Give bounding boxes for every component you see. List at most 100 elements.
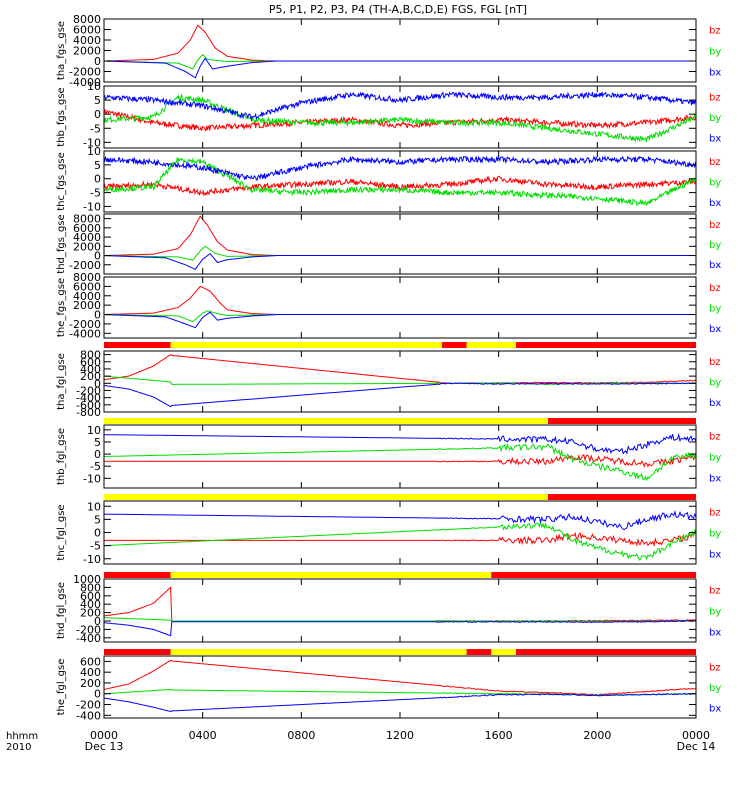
ytick-label-the_fgl_gse--200: -200 — [76, 699, 101, 712]
legend-tha_fgs_gse-bz: bz — [709, 26, 721, 37]
xtick-label-8: 0800 — [287, 729, 315, 742]
legend-the_fgs_gse-bz: bz — [709, 283, 721, 294]
ylabel-thd_fgl_gse: thd_fgl_gse — [56, 582, 67, 639]
ytick-label-the_fgs_gse--2000: -2000 — [69, 318, 101, 331]
series-line-tha_fgs_gse-by — [104, 53, 696, 70]
series-line-the_fgs_gse-by — [103, 310, 696, 323]
ytick-label-tha_fgl_gse-400: 400 — [80, 363, 101, 376]
series-line-the_fgs_gse-bx — [103, 311, 696, 329]
ytick-label-tha_fgs_gse--4000: -4000 — [69, 76, 101, 89]
legend-thb_fgs_gse-bx: bx — [709, 134, 721, 145]
series-line-thc_fgs_gse-bz — [103, 175, 697, 197]
panel-frame-thd_fgl_gse — [103, 578, 697, 643]
series-line-thb_fgs_gse-by — [103, 93, 697, 143]
ytick-label-the_fgl_gse-600: 600 — [80, 655, 101, 668]
ytick-label-thb_fgl_gse--5: -5 — [90, 460, 101, 473]
legend-thc_fgl_gse-bz: bz — [709, 508, 721, 519]
ytick-label-the_fgs_gse--4000: -4000 — [69, 327, 101, 340]
ytick-label-thd_fgs_gse-6000: 6000 — [73, 222, 101, 235]
ytick-label-tha_fgl_gse--600: -600 — [76, 399, 101, 412]
legend-tha_fgl_gse-bz: bz — [709, 357, 721, 368]
series-line-tha_fgl_gse-by — [103, 375, 697, 386]
mode-bar-tha_fgl_gse-seg-4 — [515, 342, 696, 348]
mode-bar-thb_fgl_gse-seg-1 — [548, 418, 696, 424]
legend-thc_fgl_gse-bx: bx — [709, 550, 721, 561]
ytick-label-thb_fgl_gse-0: 0 — [94, 448, 101, 461]
panel-frame-thc_fgl_gse — [103, 500, 697, 565]
legend-the_fgl_gse-by: by — [709, 683, 721, 694]
series-line-tha_fgs_gse-bx — [104, 57, 696, 79]
legend-thd_fgs_gse-bz: bz — [709, 220, 721, 231]
mode-bar-tha_fgl_gse-seg-1 — [170, 342, 442, 348]
ytick-label-thb_fgs_gse--10: -10 — [83, 136, 101, 149]
series-line-thd_fgl_gse-bx — [103, 620, 697, 637]
ytick-label-thd_fgs_gse--2000: -2000 — [69, 259, 101, 272]
ytick-label-thc_fgl_gse--5: -5 — [90, 540, 101, 553]
xtick-label-24: 0000 — [682, 729, 710, 742]
ylabel-thd_fgs_gse: thd_fgs_gse — [56, 214, 67, 273]
series-line-the_fgl_gse-bx — [103, 692, 697, 713]
legend-thc_fgl_gse-by: by — [709, 529, 721, 540]
mode-bar-tha_fgl_gse-seg-2 — [441, 342, 467, 348]
ytick-label-tha_fgl_gse-0: 0 — [94, 377, 101, 390]
ytick-label-tha_fgs_gse-2000: 2000 — [73, 45, 101, 58]
series-line-thd_fgs_gse-by — [103, 245, 696, 261]
ytick-label-the_fgl_gse-0: 0 — [94, 688, 101, 701]
xtick-label-16: 1600 — [485, 729, 513, 742]
legend-thb_fgl_gse-bx: bx — [709, 474, 721, 485]
ytick-label-thd_fgl_gse--400: -400 — [76, 632, 101, 645]
legend-thc_fgs_gse-bx: bx — [709, 198, 721, 209]
ytick-label-thd_fgl_gse-400: 400 — [80, 598, 101, 611]
mode-bar-thd_fgl_gse-seg-2 — [491, 572, 696, 578]
series-line-thb_fgl_gse-bx — [104, 432, 697, 455]
ytick-label-thb_fgs_gse-5: 5 — [94, 94, 101, 107]
panel-frame-the_fgs_gse — [103, 276, 697, 339]
xtick-label-12: 1200 — [386, 729, 414, 742]
ytick-label-thc_fgs_gse-10: 10 — [87, 145, 101, 158]
ytick-label-tha_fgs_gse-6000: 6000 — [73, 24, 101, 37]
ytick-label-tha_fgs_gse-4000: 4000 — [73, 34, 101, 47]
ytick-label-thc_fgl_gse-5: 5 — [94, 513, 101, 526]
ytick-label-thc_fgl_gse--10: -10 — [83, 553, 101, 566]
ytick-label-thd_fgl_gse-1000: 1000 — [73, 573, 101, 586]
series-line-thd_fgl_gse-bz — [103, 586, 697, 623]
legend-thb_fgl_gse-bz: bz — [709, 432, 721, 443]
ytick-label-thb_fgl_gse-5: 5 — [94, 436, 101, 449]
legend-thb_fgs_gse-bz: bz — [709, 92, 721, 103]
legend-tha_fgs_gse-bx: bx — [709, 68, 721, 79]
legend-thd_fgl_gse-by: by — [709, 607, 721, 618]
series-line-thd_fgs_gse-bx — [103, 253, 696, 271]
xtick-label-0: 0000 — [90, 729, 118, 742]
ylabel-thb_fgl_gse: thb_fgl_gse — [56, 428, 67, 485]
series-line-thd_fgs_gse-bz — [104, 215, 696, 256]
ytick-label-thb_fgs_gse--5: -5 — [90, 122, 101, 135]
series-line-the_fgl_gse-by — [104, 688, 697, 697]
ytick-label-the_fgs_gse-6000: 6000 — [73, 280, 101, 293]
mode-bar-the_fgl_gse-seg-4 — [515, 649, 696, 655]
series-line-thc_fgs_gse-bx — [103, 154, 697, 181]
mode-bar-thb_fgl_gse-seg-0 — [104, 418, 548, 424]
ytick-label-thc_fgl_gse-0: 0 — [94, 527, 101, 540]
ytick-label-tha_fgl_gse--800: -800 — [76, 406, 101, 419]
time-axis-row1-label: hhmm — [6, 731, 38, 742]
xtick-date-24: Dec 14 — [677, 740, 716, 753]
ytick-label-tha_fgs_gse--2000: -2000 — [69, 66, 101, 79]
ytick-label-thc_fgs_gse--10: -10 — [83, 200, 101, 213]
ytick-label-tha_fgl_gse-800: 800 — [80, 349, 101, 362]
mode-bar-the_fgl_gse-seg-0 — [104, 649, 171, 655]
legend-thb_fgs_gse-by: by — [709, 113, 721, 124]
ytick-label-thd_fgl_gse-800: 800 — [80, 581, 101, 594]
ytick-label-thd_fgl_gse--200: -200 — [76, 623, 101, 636]
series-line-thb_fgs_gse-bz — [103, 109, 697, 132]
mode-bar-thc_fgl_gse-seg-0 — [104, 494, 548, 500]
xtick-date-0: Dec 13 — [85, 740, 124, 753]
ytick-label-thb_fgs_gse-10: 10 — [87, 80, 101, 93]
series-line-thc_fgs_gse-by — [103, 157, 697, 207]
series-line-tha_fgl_gse-bz — [103, 353, 696, 385]
series-line-thc_fgl_gse-bz — [104, 531, 697, 548]
mode-bar-thc_fgl_gse-seg-1 — [548, 494, 696, 500]
